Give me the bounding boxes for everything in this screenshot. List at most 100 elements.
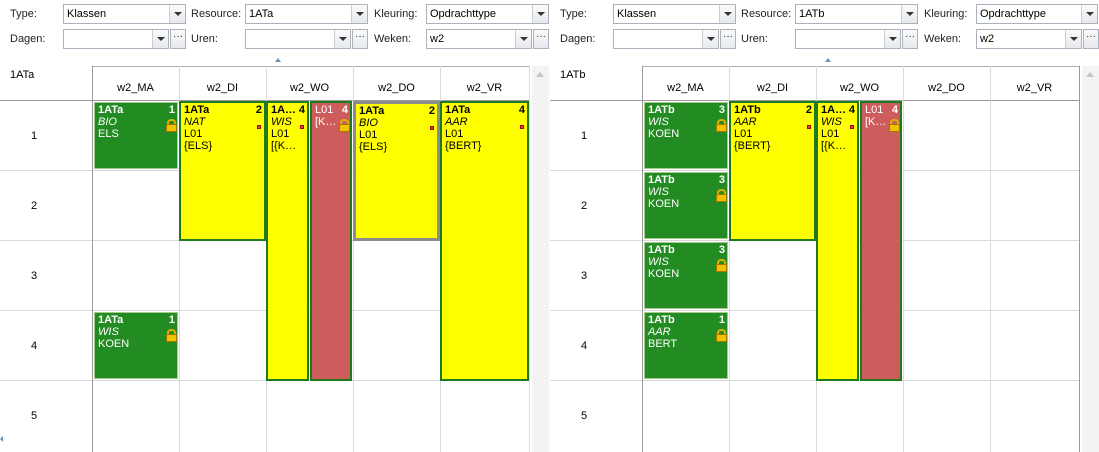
lesson-card[interactable]: 1ATa 1 BIO ELS [94,102,178,169]
lesson-count: 3 [718,174,725,186]
row-header-5: 5 [31,410,38,422]
lock-icon [716,259,727,272]
lesson-card[interactable]: L01 4 [K… [310,101,352,381]
dagen-more-button[interactable]: ··· [170,29,186,49]
lesson-card[interactable]: 1ATb 1 AAR BERT [644,312,728,379]
lesson-count: 4 [341,104,348,116]
row-header-1: 1 [31,130,38,142]
vertical-scrollbar[interactable] [532,66,549,452]
dagen-select[interactable] [63,29,169,49]
dagen-select[interactable] [613,29,719,49]
type-label: Type: [560,8,587,20]
marker-icon [257,125,261,129]
left-schedule-panel: Type: Klassen Resource: 1ATa Kleuring: O… [0,0,550,452]
day-header-do: w2_DO [928,82,965,94]
kleuring-value: Opdrachttype [980,8,1047,20]
lesson-card[interactable]: 1A… 4 WIS L01 [{K… [266,101,309,381]
right-schedule-panel: Type: Klassen Resource: 1ATb Kleuring: O… [550,0,1099,452]
lesson-class: 1ATa [184,104,210,116]
uren-more-button[interactable]: ··· [352,29,368,49]
resource-value: 1ATb [799,8,825,20]
row-header-3: 3 [31,270,38,282]
lesson-card[interactable]: 1A… 4 WIS L01 [{K… [816,101,859,381]
chevron-down-icon[interactable] [169,5,185,23]
lesson-room: L01 [184,128,203,140]
resource-select[interactable]: 1ATa [245,4,368,24]
day-header-vr: w2_VR [1016,82,1053,94]
lesson-card[interactable]: 1ATa 2 NAT L01 {ELS} [179,101,266,241]
day-header-di: w2_DI [756,82,789,94]
lesson-card[interactable]: 1ATb 3 WIS KOEN [644,102,728,169]
uren-label: Uren: [191,33,218,45]
type-select[interactable]: Klassen [63,4,186,24]
lesson-room: L01 [271,128,290,140]
lesson-class: 1ATa [98,104,124,116]
chevron-down-icon[interactable] [702,30,718,48]
right-filter-bar: Type: Klassen Resource: 1ATb Kleuring: O… [550,0,1099,56]
resource-name: 1ATb [560,69,586,81]
lesson-card[interactable]: L01 4 [K… [860,101,902,381]
dagen-more-button[interactable]: ··· [720,29,736,49]
lesson-count: 2 [255,104,262,116]
lesson-room: L01 [359,129,378,141]
lesson-teacher: [K… [315,116,337,128]
grid-line [92,66,530,67]
chevron-down-icon[interactable] [515,30,531,48]
splitter-arrow-icon[interactable] [275,58,281,64]
vertical-scrollbar[interactable] [1082,66,1099,452]
lesson-count: 4 [848,104,855,116]
weken-more-button[interactable]: ··· [1083,29,1099,49]
resource-label: Resource: [741,8,792,20]
marker-icon [300,125,304,129]
chevron-down-icon[interactable] [532,5,548,23]
lesson-count: 1 [168,104,175,116]
lesson-card[interactable]: 1ATb 3 WIS KOEN [644,172,728,239]
scroll-up-icon[interactable] [1084,70,1096,80]
kleuring-select[interactable]: Opdrachttype [426,4,549,24]
dagen-label: Dagen: [560,33,596,45]
lock-icon [889,119,900,132]
lesson-class: 1A… [271,104,297,116]
splitter-arrow-icon[interactable] [825,58,831,64]
lesson-count: 4 [518,104,525,116]
grid-line [529,66,530,452]
chevron-down-icon[interactable] [334,30,350,48]
lesson-class: 1ATb [648,244,675,256]
day-header-ma: w2_MA [117,82,154,94]
lesson-card[interactable]: 1ATb 3 WIS KOEN [644,242,728,309]
lesson-teacher: {BERT} [445,140,482,152]
day-header-ma: w2_MA [667,82,704,94]
grid-line [550,310,1080,311]
chevron-down-icon[interactable] [1081,5,1097,23]
weken-select[interactable]: w2 [976,29,1082,49]
chevron-down-icon[interactable] [901,5,917,23]
lesson-card[interactable]: 1ATa 4 AAR L01 {BERT} [440,101,529,381]
lesson-card-selected[interactable]: 1ATa 2 BIO L01 {ELS} [353,101,440,241]
kleuring-value: Opdrachttype [430,8,497,20]
lesson-class: 1ATb [648,174,675,186]
lesson-card[interactable]: 1ATb 2 AAR L01 {BERT} [729,101,816,241]
type-select[interactable]: Klassen [613,4,736,24]
marker-icon [850,125,854,129]
type-value: Klassen [617,8,657,20]
resource-select[interactable]: 1ATb [795,4,918,24]
lesson-card[interactable]: 1ATa 1 WIS KOEN [94,312,178,379]
chevron-down-icon[interactable] [884,30,900,48]
uren-select[interactable] [795,29,901,49]
left-filter-bar: Type: Klassen Resource: 1ATa Kleuring: O… [0,0,550,56]
lock-icon [166,119,177,132]
grid-line [0,380,530,381]
chevron-down-icon[interactable] [351,5,367,23]
collapse-arrow-icon[interactable] [0,436,4,444]
lock-icon [716,189,727,202]
weken-select[interactable]: w2 [426,29,532,49]
uren-more-button[interactable]: ··· [902,29,918,49]
chevron-down-icon[interactable] [719,5,735,23]
uren-select[interactable] [245,29,351,49]
chevron-down-icon[interactable] [152,30,168,48]
weken-more-button[interactable]: ··· [533,29,549,49]
chevron-down-icon[interactable] [1065,30,1081,48]
lesson-room: L01 [315,104,334,116]
kleuring-select[interactable]: Opdrachttype [976,4,1098,24]
scroll-up-icon[interactable] [534,70,546,80]
